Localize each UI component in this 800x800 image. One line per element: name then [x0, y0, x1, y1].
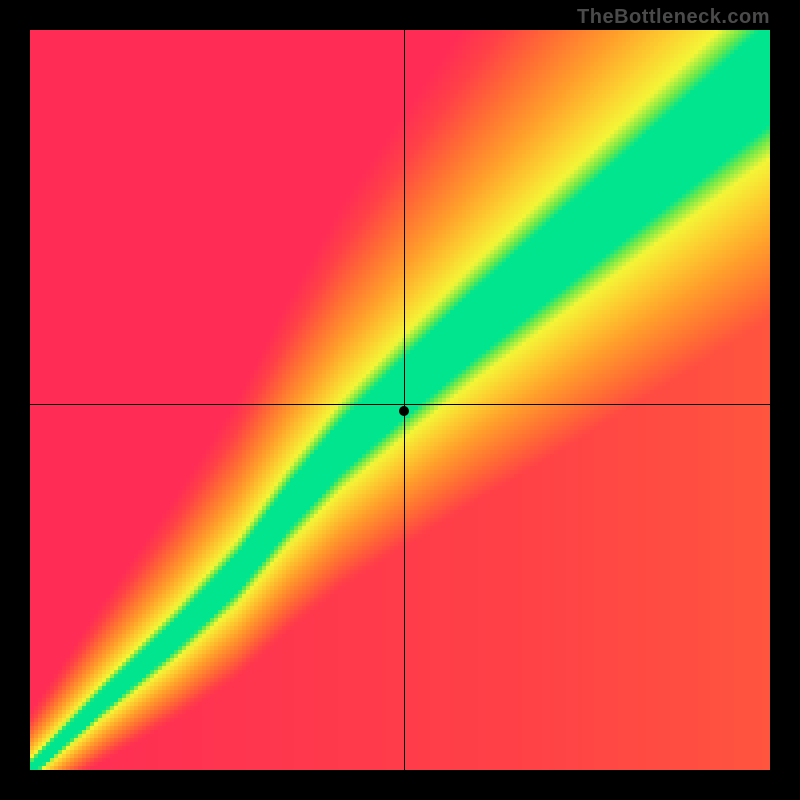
watermark-text: TheBottleneck.com	[577, 6, 770, 29]
crosshair-vertical	[404, 30, 405, 770]
bottleneck-heatmap	[30, 30, 770, 770]
crosshair-horizontal	[30, 404, 770, 405]
selection-marker	[399, 406, 409, 416]
heatmap-canvas	[30, 30, 770, 770]
